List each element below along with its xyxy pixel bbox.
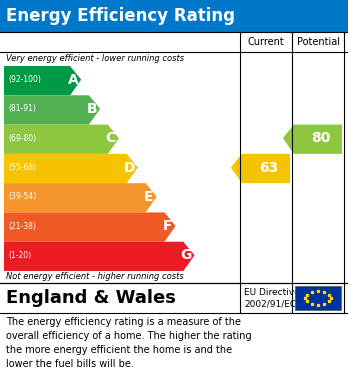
Polygon shape: [4, 242, 195, 271]
Text: Current: Current: [248, 37, 284, 47]
Bar: [0, 0, 348, 32]
Text: 80: 80: [311, 131, 331, 145]
Polygon shape: [4, 212, 176, 242]
Polygon shape: [4, 125, 119, 154]
Polygon shape: [4, 154, 138, 183]
Text: G: G: [180, 248, 191, 262]
Text: (69-80): (69-80): [8, 134, 36, 143]
Text: B: B: [86, 102, 97, 116]
Bar: [295, 286, 341, 310]
Text: (81-91): (81-91): [8, 104, 36, 113]
Text: C: C: [106, 131, 116, 145]
Polygon shape: [4, 66, 81, 95]
Text: (92-100): (92-100): [8, 75, 41, 84]
Text: (39-54): (39-54): [8, 192, 36, 201]
Text: 63: 63: [259, 160, 279, 174]
Text: A: A: [68, 73, 78, 87]
Text: D: D: [123, 160, 135, 174]
Text: (21-38): (21-38): [8, 222, 36, 231]
Text: F: F: [163, 219, 173, 233]
Text: Potential: Potential: [296, 37, 340, 47]
Text: (55-68): (55-68): [8, 163, 36, 172]
Text: Energy Efficiency Rating: Energy Efficiency Rating: [6, 7, 235, 25]
Text: EU Directive
2002/91/EC: EU Directive 2002/91/EC: [244, 288, 300, 308]
Text: Very energy efficient - lower running costs: Very energy efficient - lower running co…: [6, 54, 184, 63]
Polygon shape: [4, 183, 157, 212]
Text: E: E: [144, 190, 154, 204]
Text: (1-20): (1-20): [8, 251, 31, 260]
Text: The energy efficiency rating is a measure of the
overall efficiency of a home. T: The energy efficiency rating is a measur…: [6, 317, 252, 369]
Polygon shape: [283, 125, 342, 154]
Text: England & Wales: England & Wales: [6, 289, 176, 307]
Text: Not energy efficient - higher running costs: Not energy efficient - higher running co…: [6, 272, 184, 281]
Polygon shape: [231, 154, 290, 183]
Polygon shape: [4, 95, 100, 125]
